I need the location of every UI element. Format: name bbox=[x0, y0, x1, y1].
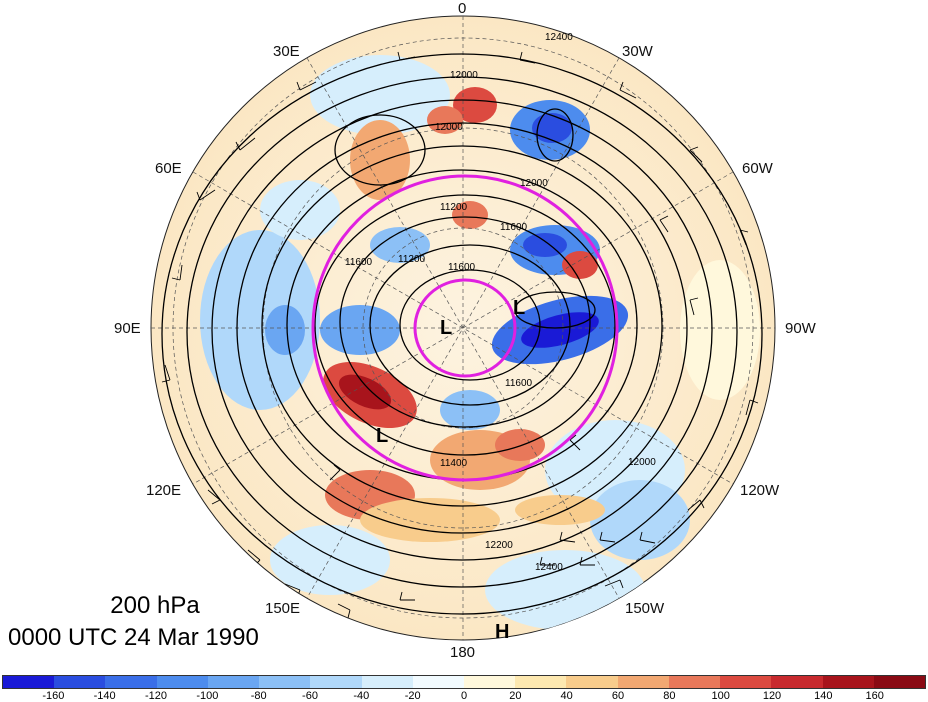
pressure-centers: L L L H bbox=[376, 297, 525, 643]
lon-label-150w: 150W bbox=[625, 600, 665, 617]
lon-label-60w: 60W bbox=[742, 160, 773, 177]
level-title: 200 hPa bbox=[110, 592, 200, 619]
colorbar-tick-label: 20 bbox=[509, 690, 522, 702]
lon-label-120e: 120E bbox=[146, 482, 182, 499]
low-center-symbol: L bbox=[513, 297, 525, 319]
colorbar-segment bbox=[54, 676, 106, 688]
wind-barbs bbox=[161, 51, 759, 619]
colorbar-tick-label: -120 bbox=[144, 690, 168, 702]
colorbar-segment bbox=[361, 676, 413, 688]
colorbar-tick-label: -20 bbox=[404, 690, 421, 702]
colorbar-segment bbox=[463, 676, 516, 688]
colorbar-segment bbox=[873, 676, 925, 688]
height-contours bbox=[161, 53, 763, 615]
contour-label: 12000 bbox=[520, 178, 548, 189]
contour-label: 12400 bbox=[535, 562, 563, 573]
colorbar-tick-label: -140 bbox=[93, 690, 116, 702]
colorbar bbox=[2, 675, 926, 689]
colorbar-segment bbox=[617, 676, 669, 688]
colorbar-tick-label: -40 bbox=[353, 690, 370, 702]
contour-label: 11600 bbox=[448, 262, 476, 273]
contour-label: 11400 bbox=[440, 458, 468, 469]
contour-label: 11600 bbox=[345, 257, 373, 268]
lon-label-30e: 30E bbox=[273, 43, 300, 60]
lon-label-180: 180 bbox=[450, 644, 476, 661]
shaded-anomaly-layer bbox=[200, 55, 760, 630]
colorbar-segment bbox=[105, 676, 157, 688]
lon-label-30w: 30W bbox=[622, 43, 653, 60]
lon-label-90e: 90E bbox=[114, 320, 141, 337]
colorbar-segment bbox=[720, 676, 772, 688]
colorbar-segment bbox=[412, 676, 464, 688]
colorbar-tick-label: -60 bbox=[302, 690, 318, 702]
contour-label: 11200 bbox=[398, 254, 426, 265]
colorbar-tick-label: 0 bbox=[460, 690, 468, 702]
colorbar-segment bbox=[259, 676, 311, 688]
map-title: 200 hPa 0000 UTC 24 Mar 1990 bbox=[0, 590, 310, 654]
contour-label: 11600 bbox=[500, 222, 528, 233]
low-center-symbol: L bbox=[376, 425, 388, 447]
lon-label-150e: 150E bbox=[265, 600, 301, 617]
colorbar-tick-label: -100 bbox=[196, 690, 219, 702]
colorbar-segment bbox=[771, 676, 823, 688]
lon-label-90w: 90W bbox=[785, 320, 816, 337]
colorbar-segment bbox=[822, 676, 874, 688]
colorbar-segment bbox=[310, 676, 362, 688]
colorbar-tick-label: 120 bbox=[762, 690, 782, 702]
contour-label: 12000 bbox=[628, 457, 656, 468]
colorbar-tick-label: 60 bbox=[611, 690, 625, 702]
high-center-symbol: H bbox=[495, 621, 509, 643]
magenta-circles bbox=[311, 174, 619, 482]
colorbar-tick-label: -160 bbox=[42, 690, 65, 702]
colorbar-segment bbox=[156, 676, 208, 688]
contour-label: 12000 bbox=[450, 70, 478, 81]
colorbar-segment bbox=[515, 676, 567, 688]
colorbar-segment bbox=[566, 676, 618, 688]
time-title: 0000 UTC 24 Mar 1990 bbox=[8, 624, 259, 651]
low-center-symbol: L bbox=[440, 317, 452, 339]
colorbar-tick-label: 100 bbox=[711, 690, 730, 702]
colorbar-segment bbox=[3, 676, 55, 688]
colorbar-tick-label: -80 bbox=[250, 690, 267, 702]
contour-label: 11200 bbox=[440, 202, 468, 213]
lon-label-60e: 60E bbox=[155, 160, 182, 177]
colorbar-tick-label: 40 bbox=[560, 690, 573, 702]
colorbar-tick-label: 140 bbox=[814, 690, 833, 702]
colorbar-tick-label: 160 bbox=[865, 690, 884, 702]
colorbar-segment bbox=[668, 676, 721, 688]
colorbar-segment bbox=[207, 676, 260, 688]
contour-label: 11600 bbox=[505, 378, 533, 389]
contour-label: 12000 bbox=[435, 122, 463, 133]
colorbar-tick-label: 80 bbox=[663, 690, 676, 702]
contour-label: 12400 bbox=[545, 32, 573, 43]
graticule bbox=[151, 16, 775, 640]
lon-label-120w: 120W bbox=[740, 482, 780, 499]
contour-label: 12200 bbox=[485, 540, 513, 551]
lon-label-0: 0 bbox=[458, 0, 467, 17]
contour-labels: 12400 12000 12000 12000 11600 11200 1160… bbox=[345, 32, 656, 573]
